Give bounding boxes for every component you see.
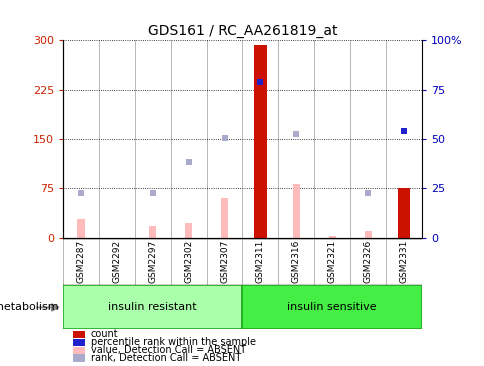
- Text: GSM2307: GSM2307: [220, 240, 228, 283]
- Text: rank, Detection Call = ABSENT: rank, Detection Call = ABSENT: [91, 353, 241, 363]
- Bar: [221, 198, 227, 238]
- Bar: [77, 220, 84, 238]
- Text: GSM2297: GSM2297: [148, 240, 157, 283]
- Bar: [400, 235, 407, 238]
- Text: count: count: [91, 329, 118, 339]
- Bar: [397, 188, 409, 238]
- Text: GSM2316: GSM2316: [291, 240, 300, 283]
- Text: GSM2292: GSM2292: [112, 240, 121, 283]
- Bar: [73, 331, 85, 338]
- Bar: [185, 223, 192, 238]
- Text: GSM2326: GSM2326: [363, 240, 372, 283]
- Bar: [254, 45, 266, 238]
- Bar: [73, 339, 85, 346]
- Bar: [328, 236, 335, 238]
- Bar: [73, 354, 85, 362]
- Bar: [364, 231, 371, 238]
- Text: GSM2311: GSM2311: [256, 240, 264, 283]
- Bar: [149, 226, 156, 238]
- Text: GSM2287: GSM2287: [76, 240, 85, 283]
- Text: metabolism: metabolism: [0, 302, 58, 313]
- Text: insulin resistant: insulin resistant: [108, 302, 197, 313]
- Bar: [292, 184, 299, 238]
- Bar: [73, 347, 85, 354]
- Text: insulin sensitive: insulin sensitive: [287, 302, 376, 313]
- Text: GSM2331: GSM2331: [399, 240, 408, 283]
- Bar: [242, 285, 421, 329]
- Text: percentile rank within the sample: percentile rank within the sample: [91, 337, 256, 347]
- Text: GSM2321: GSM2321: [327, 240, 336, 283]
- Text: value, Detection Call = ABSENT: value, Detection Call = ABSENT: [91, 345, 245, 355]
- Bar: [63, 285, 242, 329]
- Text: GSM2302: GSM2302: [184, 240, 193, 283]
- Title: GDS161 / RC_AA261819_at: GDS161 / RC_AA261819_at: [148, 24, 336, 38]
